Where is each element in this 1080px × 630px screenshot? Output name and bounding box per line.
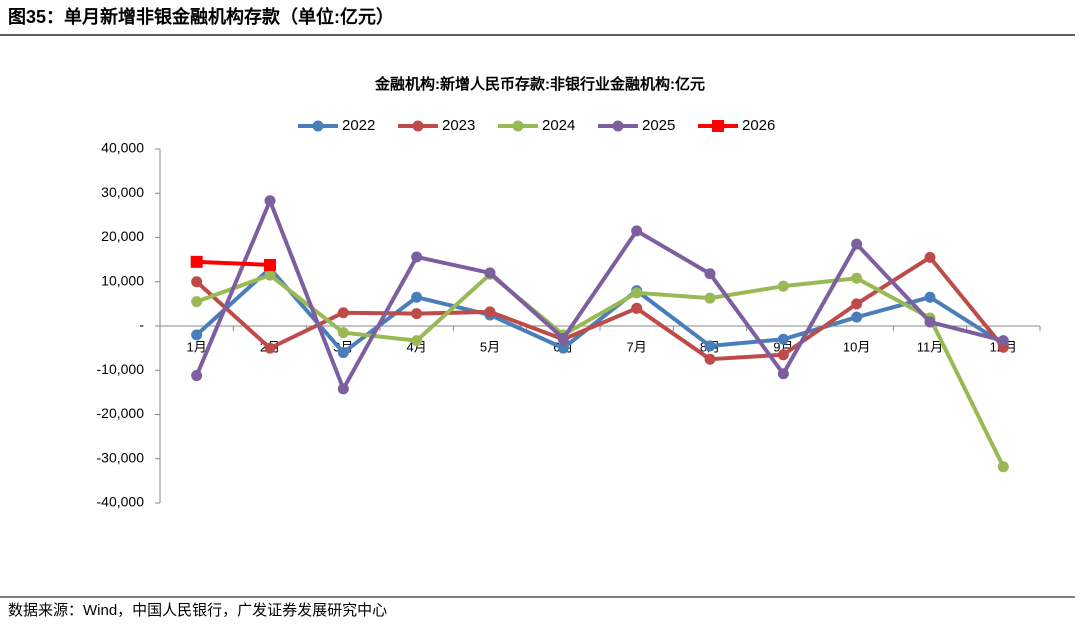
x-tick-label: 4月 — [407, 339, 427, 354]
y-tick-label: 30,000 — [101, 184, 144, 200]
point — [997, 335, 1009, 347]
legend-label: 2022 — [342, 117, 375, 134]
y-tick-label: -10,000 — [97, 361, 145, 377]
point — [264, 195, 276, 207]
figure-title: 图35：单月新增非银金融机构存款（单位:亿元） — [8, 6, 394, 27]
point — [191, 370, 203, 382]
x-tick-label: 10月 — [843, 339, 870, 354]
y-tick-label: -20,000 — [97, 405, 145, 421]
point — [190, 255, 203, 268]
x-tick-label: 1月 — [187, 339, 207, 354]
point — [851, 311, 863, 323]
point — [631, 287, 643, 299]
point — [924, 251, 936, 263]
point — [851, 238, 863, 250]
y-tick-label: 20,000 — [101, 228, 144, 244]
point — [557, 342, 569, 354]
point — [557, 332, 569, 344]
point — [631, 302, 643, 314]
point — [704, 340, 716, 352]
point — [997, 461, 1009, 473]
point — [337, 327, 349, 339]
point — [484, 306, 496, 318]
y-tick-label: 40,000 — [101, 140, 144, 156]
legend-label: 2023 — [442, 117, 475, 134]
legend-marker — [612, 120, 624, 132]
x-tick-label: 7月 — [627, 339, 647, 354]
series-line — [195, 266, 1005, 355]
legend-label: 2025 — [642, 117, 675, 134]
point — [337, 383, 349, 395]
x-tick-label: 11月 — [917, 339, 944, 354]
x-tick-label: 5月 — [480, 339, 500, 354]
legend-label: 2026 — [742, 117, 775, 134]
point — [704, 268, 716, 280]
point — [337, 347, 349, 359]
point — [411, 308, 423, 320]
point — [264, 269, 276, 281]
legend-marker — [512, 120, 524, 132]
legend-marker — [712, 120, 724, 132]
point — [851, 272, 863, 284]
y-tick-label: 10,000 — [101, 272, 144, 288]
y-tick-label: -30,000 — [97, 449, 145, 465]
source-note: 数据来源：Wind，中国人民银行，广发证券发展研究中心 — [8, 602, 387, 619]
chart-title: 金融机构:新增人民币存款:非银行业金融机构:亿元 — [374, 75, 705, 93]
legend-marker — [412, 120, 424, 132]
point — [777, 333, 789, 345]
point — [191, 329, 203, 341]
legend-label: 2024 — [542, 117, 575, 134]
legend-marker — [312, 120, 324, 132]
point — [704, 292, 716, 304]
point — [264, 258, 276, 271]
point — [924, 291, 936, 303]
series-line — [195, 272, 1006, 468]
point — [484, 267, 496, 279]
y-tick-label: - — [139, 317, 144, 333]
y-tick-label: -40,000 — [97, 494, 145, 510]
point — [704, 353, 716, 365]
point — [411, 251, 423, 263]
series-line — [194, 198, 1004, 391]
point — [851, 298, 863, 310]
point — [924, 316, 936, 328]
series-line — [195, 255, 1005, 362]
point — [631, 225, 643, 237]
point — [191, 296, 203, 308]
point — [411, 335, 423, 347]
point — [777, 349, 789, 361]
point — [191, 276, 203, 288]
point — [777, 280, 789, 292]
series-line — [196, 259, 271, 267]
point — [777, 368, 789, 380]
point — [264, 342, 276, 354]
point — [411, 291, 423, 303]
point — [337, 307, 349, 319]
